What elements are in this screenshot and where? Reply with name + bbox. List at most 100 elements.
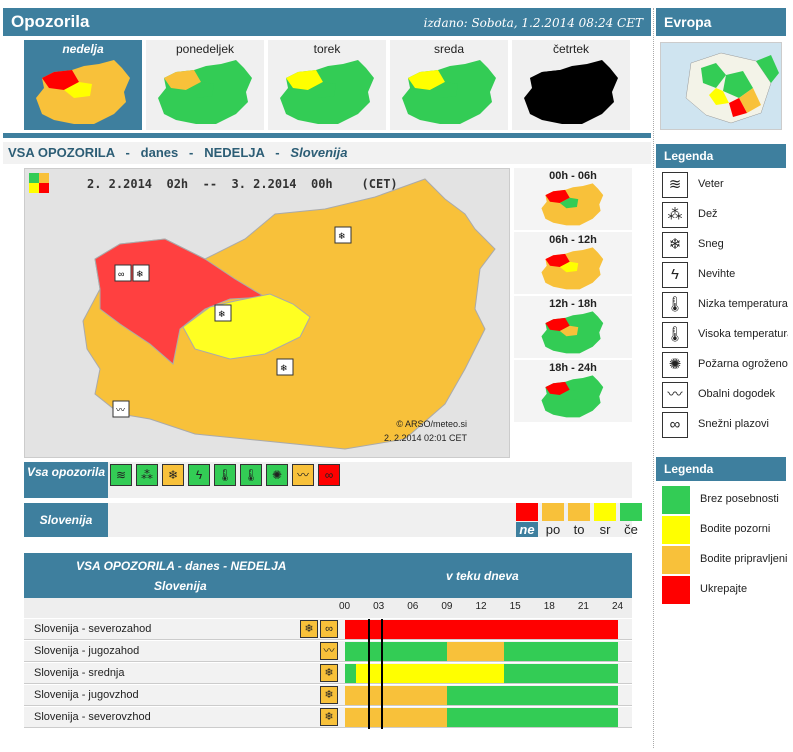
- day-level-label[interactable]: ne: [516, 522, 538, 537]
- snow-icon: ❄: [662, 232, 688, 258]
- warning-type-strip: ≋ ⁂ ❄ ϟ 🌡 🌡 ✺ 〰 ∞: [108, 462, 632, 498]
- period-box-0[interactable]: 00h - 06h: [514, 168, 632, 230]
- period-label: 18h - 24h: [549, 362, 597, 374]
- period-label: 06h - 12h: [549, 234, 597, 246]
- rain-icon[interactable]: ⁂: [136, 464, 158, 486]
- legend-type-label: Veter: [698, 178, 724, 190]
- svg-text:❄: ❄: [136, 269, 144, 279]
- hour-tick-label: 18: [543, 601, 555, 612]
- timeline-segment: [447, 642, 505, 661]
- hour-tick-label: 12: [475, 601, 487, 612]
- table-row[interactable]: Slovenija - jugovzhod ❄: [24, 685, 632, 706]
- legend-level-row: Bodite pozorni: [660, 514, 788, 544]
- thunder-icon[interactable]: ϟ: [188, 464, 210, 486]
- wind-icon[interactable]: ≋: [110, 464, 132, 486]
- europe-map-thumbnail[interactable]: [660, 42, 782, 130]
- header-bar: Opozorila izdano: Sobota, 1.2.2014 08:24…: [3, 8, 651, 36]
- legend-type-row: 〰 Obalni dogodek: [660, 380, 788, 408]
- snow-icon: ❄: [300, 620, 318, 638]
- map-copyright: © ARSO/meteo.si: [396, 419, 467, 429]
- timeline-segment: [345, 708, 448, 727]
- hour-tick-label: 09: [441, 601, 453, 612]
- snowdrift-icon[interactable]: ∞: [318, 464, 340, 486]
- day-tab-2[interactable]: torek: [268, 40, 386, 130]
- slovenia-warning-map: ❄ ∞ ❄ ❄ ❄ 〰 2. 2.2014 02h -- 3. 2.2014 0…: [24, 168, 510, 458]
- legend-type-label: Obalni dogodek: [698, 388, 776, 400]
- wind-icon: ≋: [662, 172, 688, 198]
- timeline-title: VSA OPOZORILA - danes - NEDELJA: [76, 559, 287, 573]
- day-tab-0[interactable]: nedelja: [24, 40, 142, 130]
- legend-type-row: ϟ Nevihte: [660, 260, 788, 288]
- high-temp-icon: 🌡: [662, 322, 688, 348]
- map-timestamp: 2. 2.2014 02:01 CET: [383, 433, 467, 443]
- map-period: 2. 2.2014 02h -- 3. 2.2014 00h (CET): [87, 177, 398, 191]
- legend-type-row: ✺ Požarna ogroženost: [660, 350, 788, 378]
- rain-icon: ⁂: [662, 202, 688, 228]
- table-row[interactable]: Slovenija - srednja ❄: [24, 663, 632, 684]
- day-tab-3[interactable]: sreda: [390, 40, 508, 130]
- day-tab-label: sreda: [433, 42, 465, 56]
- europe-header: Evropa: [656, 8, 786, 36]
- day-level-strip: ne po to sr če: [108, 503, 642, 537]
- timeline-region: Slovenija: [154, 579, 207, 593]
- day-level-swatch: [516, 503, 538, 521]
- hour-tick-label: 15: [509, 601, 521, 612]
- legend-type-label: Dež: [698, 208, 718, 220]
- svg-text:❄: ❄: [218, 309, 226, 319]
- day-level-swatch: [542, 503, 564, 521]
- low-temp-icon[interactable]: 🌡: [214, 464, 236, 486]
- timeline-segment: [504, 642, 618, 661]
- legend-level-label: Bodite pripravljeni: [700, 553, 788, 565]
- day-tab-1[interactable]: ponedeljek: [146, 40, 264, 130]
- thunder-icon: ϟ: [662, 262, 688, 288]
- day-level-swatch: [594, 503, 616, 521]
- legend-type-label: Požarna ogroženost: [698, 358, 788, 370]
- snow-icon[interactable]: ❄: [162, 464, 184, 486]
- snowdrift-icon: ∞: [662, 412, 688, 438]
- day-tab-label: nedelja: [62, 42, 104, 56]
- day-tab-4[interactable]: četrtek: [512, 40, 630, 130]
- legend-type-row: 🌡 Nizka temperatura: [660, 290, 788, 318]
- timeline-segment: [504, 664, 618, 683]
- slovenia-map-image: ❄ ∞ ❄ ❄ ❄ 〰: [25, 169, 509, 457]
- level-swatch: [662, 486, 690, 514]
- timeline-segment: [345, 686, 448, 705]
- legend-type-label: Nevihte: [698, 268, 736, 280]
- timeline-segment: [345, 642, 448, 661]
- level-swatch: [662, 516, 690, 544]
- legend-type-row: 🌡 Visoka temperatura: [660, 320, 788, 348]
- period-label: 12h - 18h: [549, 298, 597, 310]
- section-divider: [3, 133, 651, 138]
- divider: [653, 8, 654, 748]
- timeline-segment: [447, 686, 618, 705]
- period-box-2[interactable]: 12h - 18h: [514, 296, 632, 358]
- hour-axis: 00 03 06 09 12 15 18 21 24: [24, 598, 632, 618]
- legend-levels-header: Legenda: [656, 457, 786, 481]
- day-level-label[interactable]: po: [545, 522, 561, 537]
- coastal-icon[interactable]: 〰: [292, 464, 314, 486]
- high-temp-icon[interactable]: 🌡: [240, 464, 262, 486]
- hour-tick-label: 06: [407, 601, 419, 612]
- timeline-subtitle: v teku dneva: [446, 569, 519, 583]
- day-level-label[interactable]: to: [573, 522, 585, 537]
- hour-tick-label: 00: [339, 601, 351, 612]
- table-row[interactable]: Slovenija - severovzhod ❄: [24, 707, 632, 728]
- low-temp-icon: 🌡: [662, 292, 688, 318]
- legend-type-row: ⁂ Dež: [660, 200, 788, 228]
- fire-icon[interactable]: ✺: [266, 464, 288, 486]
- level-swatch: [662, 546, 690, 574]
- period-box-3[interactable]: 18h - 24h: [514, 360, 632, 422]
- table-row[interactable]: Slovenija - jugozahod 〰: [24, 641, 632, 662]
- period-box-1[interactable]: 06h - 12h: [514, 232, 632, 294]
- table-row[interactable]: Slovenija - severozahod ❄ ∞: [24, 619, 632, 640]
- day-level-swatch: [620, 503, 642, 521]
- day-level-label[interactable]: če: [624, 522, 638, 537]
- timeline-segment: [345, 664, 357, 683]
- legend-type-label: Visoka temperatura: [698, 328, 788, 340]
- legend-type-label: Sneg: [698, 238, 724, 250]
- coastal-icon: 〰: [662, 382, 688, 408]
- snow-icon: ❄: [320, 708, 338, 726]
- region-name: Slovenija - jugozahod: [34, 645, 140, 657]
- day-level-label[interactable]: sr: [599, 522, 611, 537]
- svg-text:∞: ∞: [118, 269, 124, 279]
